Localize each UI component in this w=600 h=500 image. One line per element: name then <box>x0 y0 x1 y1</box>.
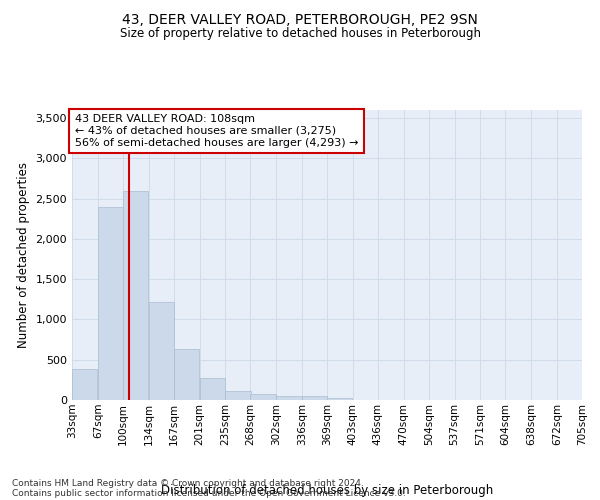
Text: Contains public sector information licensed under the Open Government Licence v3: Contains public sector information licen… <box>12 488 406 498</box>
Bar <box>226 391 251 400</box>
Bar <box>250 394 276 400</box>
Bar <box>72 368 97 400</box>
Bar <box>123 190 148 400</box>
Bar <box>149 302 174 400</box>
X-axis label: Distribution of detached houses by size in Peterborough: Distribution of detached houses by size … <box>161 484 493 497</box>
Text: 43 DEER VALLEY ROAD: 108sqm
← 43% of detached houses are smaller (3,275)
56% of : 43 DEER VALLEY ROAD: 108sqm ← 43% of det… <box>74 114 358 148</box>
Bar <box>327 398 352 400</box>
Text: 43, DEER VALLEY ROAD, PETERBOROUGH, PE2 9SN: 43, DEER VALLEY ROAD, PETERBOROUGH, PE2 … <box>122 12 478 26</box>
Text: Size of property relative to detached houses in Peterborough: Size of property relative to detached ho… <box>119 28 481 40</box>
Bar <box>98 206 123 400</box>
Bar <box>302 396 328 400</box>
Bar <box>199 378 225 400</box>
Y-axis label: Number of detached properties: Number of detached properties <box>17 162 30 348</box>
Bar <box>276 396 302 400</box>
Bar <box>173 349 199 400</box>
Text: Contains HM Land Registry data © Crown copyright and database right 2024.: Contains HM Land Registry data © Crown c… <box>12 478 364 488</box>
